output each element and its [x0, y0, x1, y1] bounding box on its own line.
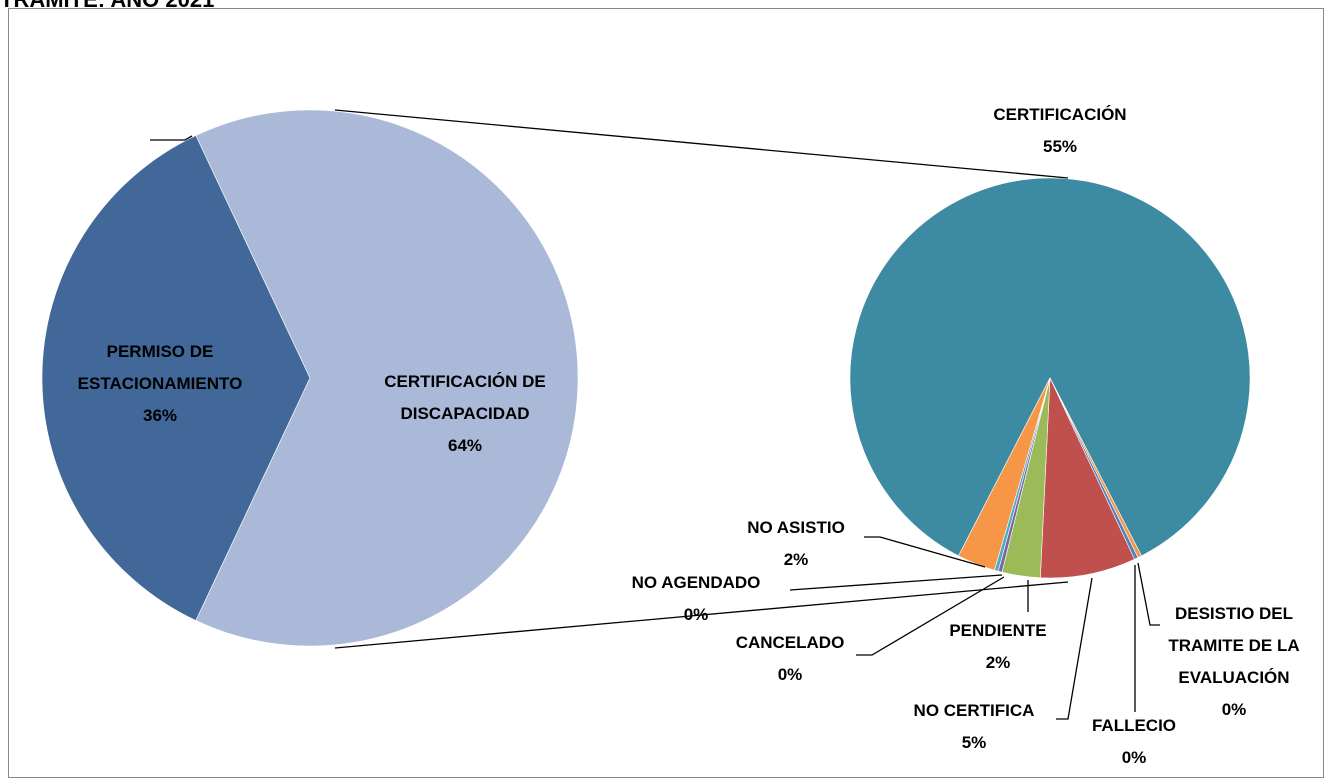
label-name: NO AGENDADO — [631, 573, 761, 592]
label-value: 36% — [142, 406, 178, 425]
connector-line — [334, 581, 1069, 649]
leader-line — [856, 576, 1005, 656]
data-label: FALLECIO 0% — [1074, 710, 1194, 774]
data-label: CANCELADO 0% — [720, 627, 860, 691]
label-value: 0% — [1121, 748, 1147, 767]
label-value: 0% — [1221, 700, 1247, 719]
label-value: 55% — [1042, 137, 1078, 156]
label-value: 64% — [447, 436, 483, 455]
leader-line — [1056, 577, 1093, 720]
label-name: NO ASISTIO — [747, 518, 845, 537]
pies — [41, 109, 1251, 647]
label-name: CANCELADO — [735, 633, 845, 652]
label-name: FALLECIO — [1091, 716, 1177, 735]
label-value: 0% — [777, 665, 803, 684]
data-label: DESISTIO DEL TRAMITE DE LA EVALUACIÓN 0% — [1150, 598, 1318, 726]
data-label: NO CERTIFICA 5% — [894, 695, 1054, 759]
pie-slice — [195, 109, 579, 647]
data-label: CERTIFICACIÓN DE DISCAPACIDAD 64% — [350, 366, 580, 462]
data-label: PENDIENTE 2% — [928, 615, 1068, 679]
data-label: CERTIFICACIÓN 55% — [960, 99, 1160, 163]
label-value: 2% — [783, 550, 809, 569]
label-name: PENDIENTE — [949, 621, 1047, 640]
pie-slice — [41, 135, 311, 621]
label-value: 5% — [961, 733, 987, 752]
label-name: DESISTIO DEL TRAMITE DE LA EVALUACIÓN — [1168, 604, 1300, 687]
leader-line — [150, 135, 193, 141]
label-name: NO CERTIFICA — [913, 701, 1035, 720]
data-label: NO ASISTIO 2% — [726, 512, 866, 576]
label-name: CERTIFICACIÓN DE DISCAPACIDAD — [384, 372, 546, 423]
label-value: 2% — [985, 653, 1011, 672]
pie-slice — [1039, 377, 1135, 579]
leader-line — [1137, 562, 1160, 626]
connectors — [150, 109, 1160, 720]
leader-line — [789, 574, 1003, 591]
chart-title: TRAMITE: AÑO 2021 — [0, 0, 214, 13]
label-name: CERTIFICACIÓN — [993, 105, 1127, 124]
data-label: PERMISO DE ESTACIONAMIENTO 36% — [60, 336, 260, 432]
pie-slice — [849, 177, 1251, 557]
label-name: PERMISO DE ESTACIONAMIENTO — [77, 342, 243, 393]
label-value: 0% — [683, 605, 709, 624]
connector-line — [334, 109, 1069, 179]
data-label: NO AGENDADO 0% — [606, 567, 786, 631]
leader-line — [864, 536, 986, 568]
